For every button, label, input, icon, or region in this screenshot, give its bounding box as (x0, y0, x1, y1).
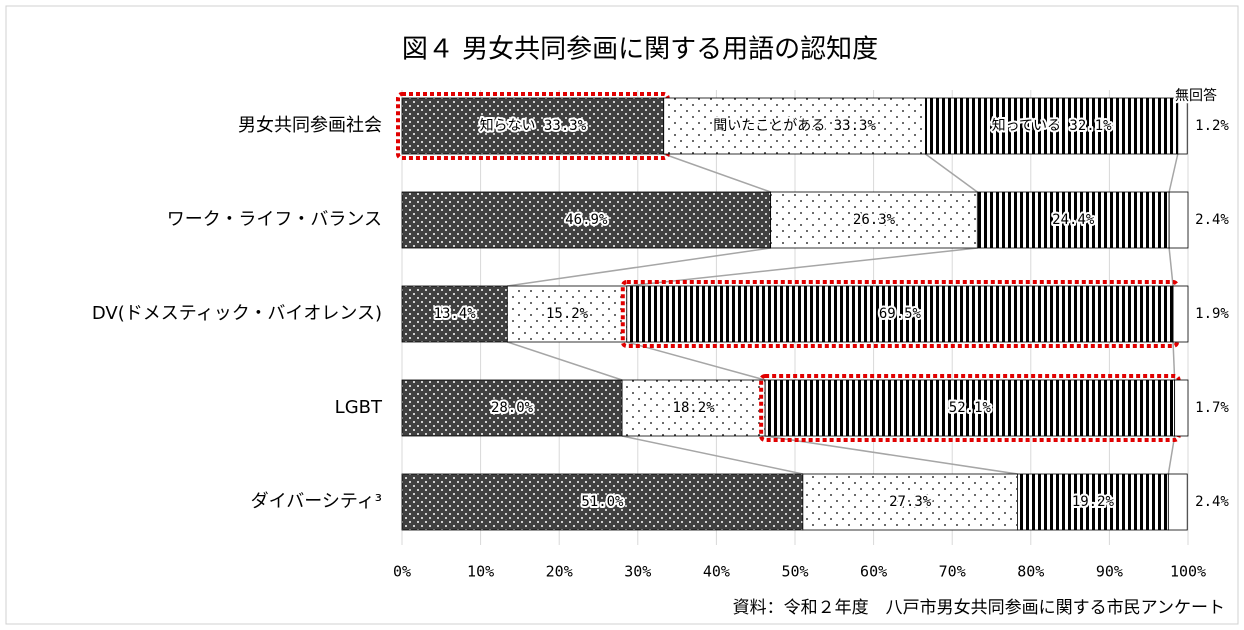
value-label: 18.2% (673, 400, 716, 416)
x-tick-label: 80% (1017, 563, 1044, 581)
bar-segment (621, 379, 766, 437)
bar-segment (1174, 379, 1189, 437)
bar-segment (1167, 473, 1188, 531)
y-tick-label: LGBT (335, 397, 383, 418)
bar-segment (401, 473, 804, 531)
value-label: 24.4% (1052, 212, 1095, 228)
value-label-text: 33.3% (834, 118, 877, 134)
connector (621, 435, 804, 475)
value-label-text: 13.4% (434, 306, 477, 322)
bar-segment (1017, 473, 1169, 531)
value-label: 知っている 32.1% (992, 117, 1112, 134)
value-label-text: 15.2% (546, 306, 589, 322)
x-tick-label: 100% (1170, 563, 1206, 581)
bar-segment (401, 97, 665, 155)
value-label-text: 2.4% (1195, 494, 1229, 510)
bar-segment (764, 379, 1176, 437)
connector (663, 153, 771, 193)
bar-segment (663, 97, 926, 155)
value-label: 1.2% (1195, 118, 1229, 134)
y-tick-label: DV(ドメスティック・バイオレンス) (92, 303, 382, 324)
value-label: 52.1% (949, 400, 992, 416)
bar-segment (976, 191, 1170, 249)
series-name: 知らない (480, 117, 536, 134)
x-tick-label: 40% (703, 563, 730, 581)
value-label: 26.3% (853, 212, 896, 228)
bar-segment (626, 285, 1174, 343)
value-label-text: 51.0% (581, 494, 624, 510)
source: 資料：令和２年度 八戸市男女共同参画に関する市民アンケート (733, 598, 1225, 618)
connector (626, 341, 766, 381)
connector (626, 247, 978, 287)
value-label-text: 33.3% (544, 118, 587, 134)
value-label-text: 46.9% (565, 212, 608, 228)
bar-segment (1168, 191, 1189, 249)
value-label: 69.5% (879, 306, 922, 322)
bar-segment (401, 285, 508, 343)
connector (507, 341, 623, 381)
bar-segment (506, 285, 628, 343)
bar-segment (802, 473, 1018, 531)
x-tick-label: 0% (393, 563, 411, 581)
series-name: 聞いたことがある (713, 118, 825, 134)
x-tick-label: 20% (546, 563, 573, 581)
x-tick-label: 30% (624, 563, 651, 581)
value-label-text: 69.5% (879, 306, 922, 322)
bar-segment (770, 191, 978, 249)
value-label: 19.2% (1072, 494, 1115, 510)
value-label-text: 24.4% (1052, 212, 1095, 228)
value-label-text: 1.7% (1195, 400, 1229, 416)
series-name: 知っている (992, 117, 1061, 134)
value-label-text: 26.3% (853, 212, 896, 228)
value-label: 2.4% (1195, 212, 1229, 228)
value-label: 1.9% (1195, 306, 1229, 322)
x-tick-label: 10% (467, 563, 494, 581)
series-name: 無回答 (1175, 87, 1217, 104)
connector (1172, 341, 1176, 381)
value-label: 46.9% (565, 212, 608, 228)
value-label: 1.7% (1195, 400, 1229, 416)
x-tick-label: 90% (1096, 563, 1123, 581)
bar-segment (1172, 285, 1189, 343)
value-label-text: 2.4% (1195, 212, 1229, 228)
y-tick-label: 男女共同参画社会 (238, 115, 382, 136)
value-label: 知らない 33.3% (480, 117, 587, 134)
x-tick-label: 50% (781, 563, 808, 581)
y-tick-label: ダイバーシティ³ (251, 491, 382, 512)
bar-segment (1177, 97, 1188, 155)
value-label: 13.4% (434, 306, 477, 322)
y-tick-label: ワーク・ライフ・バランス (167, 209, 382, 230)
connector (925, 153, 978, 193)
x-tick-label: 60% (860, 563, 887, 581)
bar-segment (401, 191, 772, 249)
connector (765, 435, 1018, 475)
value-label-text: 32.1% (1069, 118, 1112, 134)
chart-title: 図４ 男女共同参画に関する用語の認知度 (402, 35, 878, 65)
connector (507, 247, 771, 287)
value-label-text: 18.2% (673, 400, 716, 416)
value-label: 15.2% (546, 306, 589, 322)
connector (1167, 435, 1176, 475)
value-label: 27.3% (889, 494, 932, 510)
value-label: 51.0% (581, 494, 624, 510)
value-label-text: 28.0% (491, 400, 534, 416)
value-label: 28.0% (491, 400, 534, 416)
x-tick-label: 70% (939, 563, 966, 581)
value-label: 聞いたことがある 33.3% (713, 118, 876, 134)
value-label-text: 1.2% (1195, 118, 1229, 134)
value-label: 2.4% (1195, 494, 1229, 510)
bar-segment (925, 97, 1179, 155)
highlight (620, 280, 1180, 348)
bar-segment (401, 379, 623, 437)
value-label-text: 27.3% (889, 494, 932, 510)
connector (1168, 247, 1174, 287)
value-label-text: 52.1% (949, 400, 992, 416)
value-label-text: 1.9% (1195, 306, 1229, 322)
value-label-text: 19.2% (1072, 494, 1115, 510)
connector (1168, 153, 1179, 193)
